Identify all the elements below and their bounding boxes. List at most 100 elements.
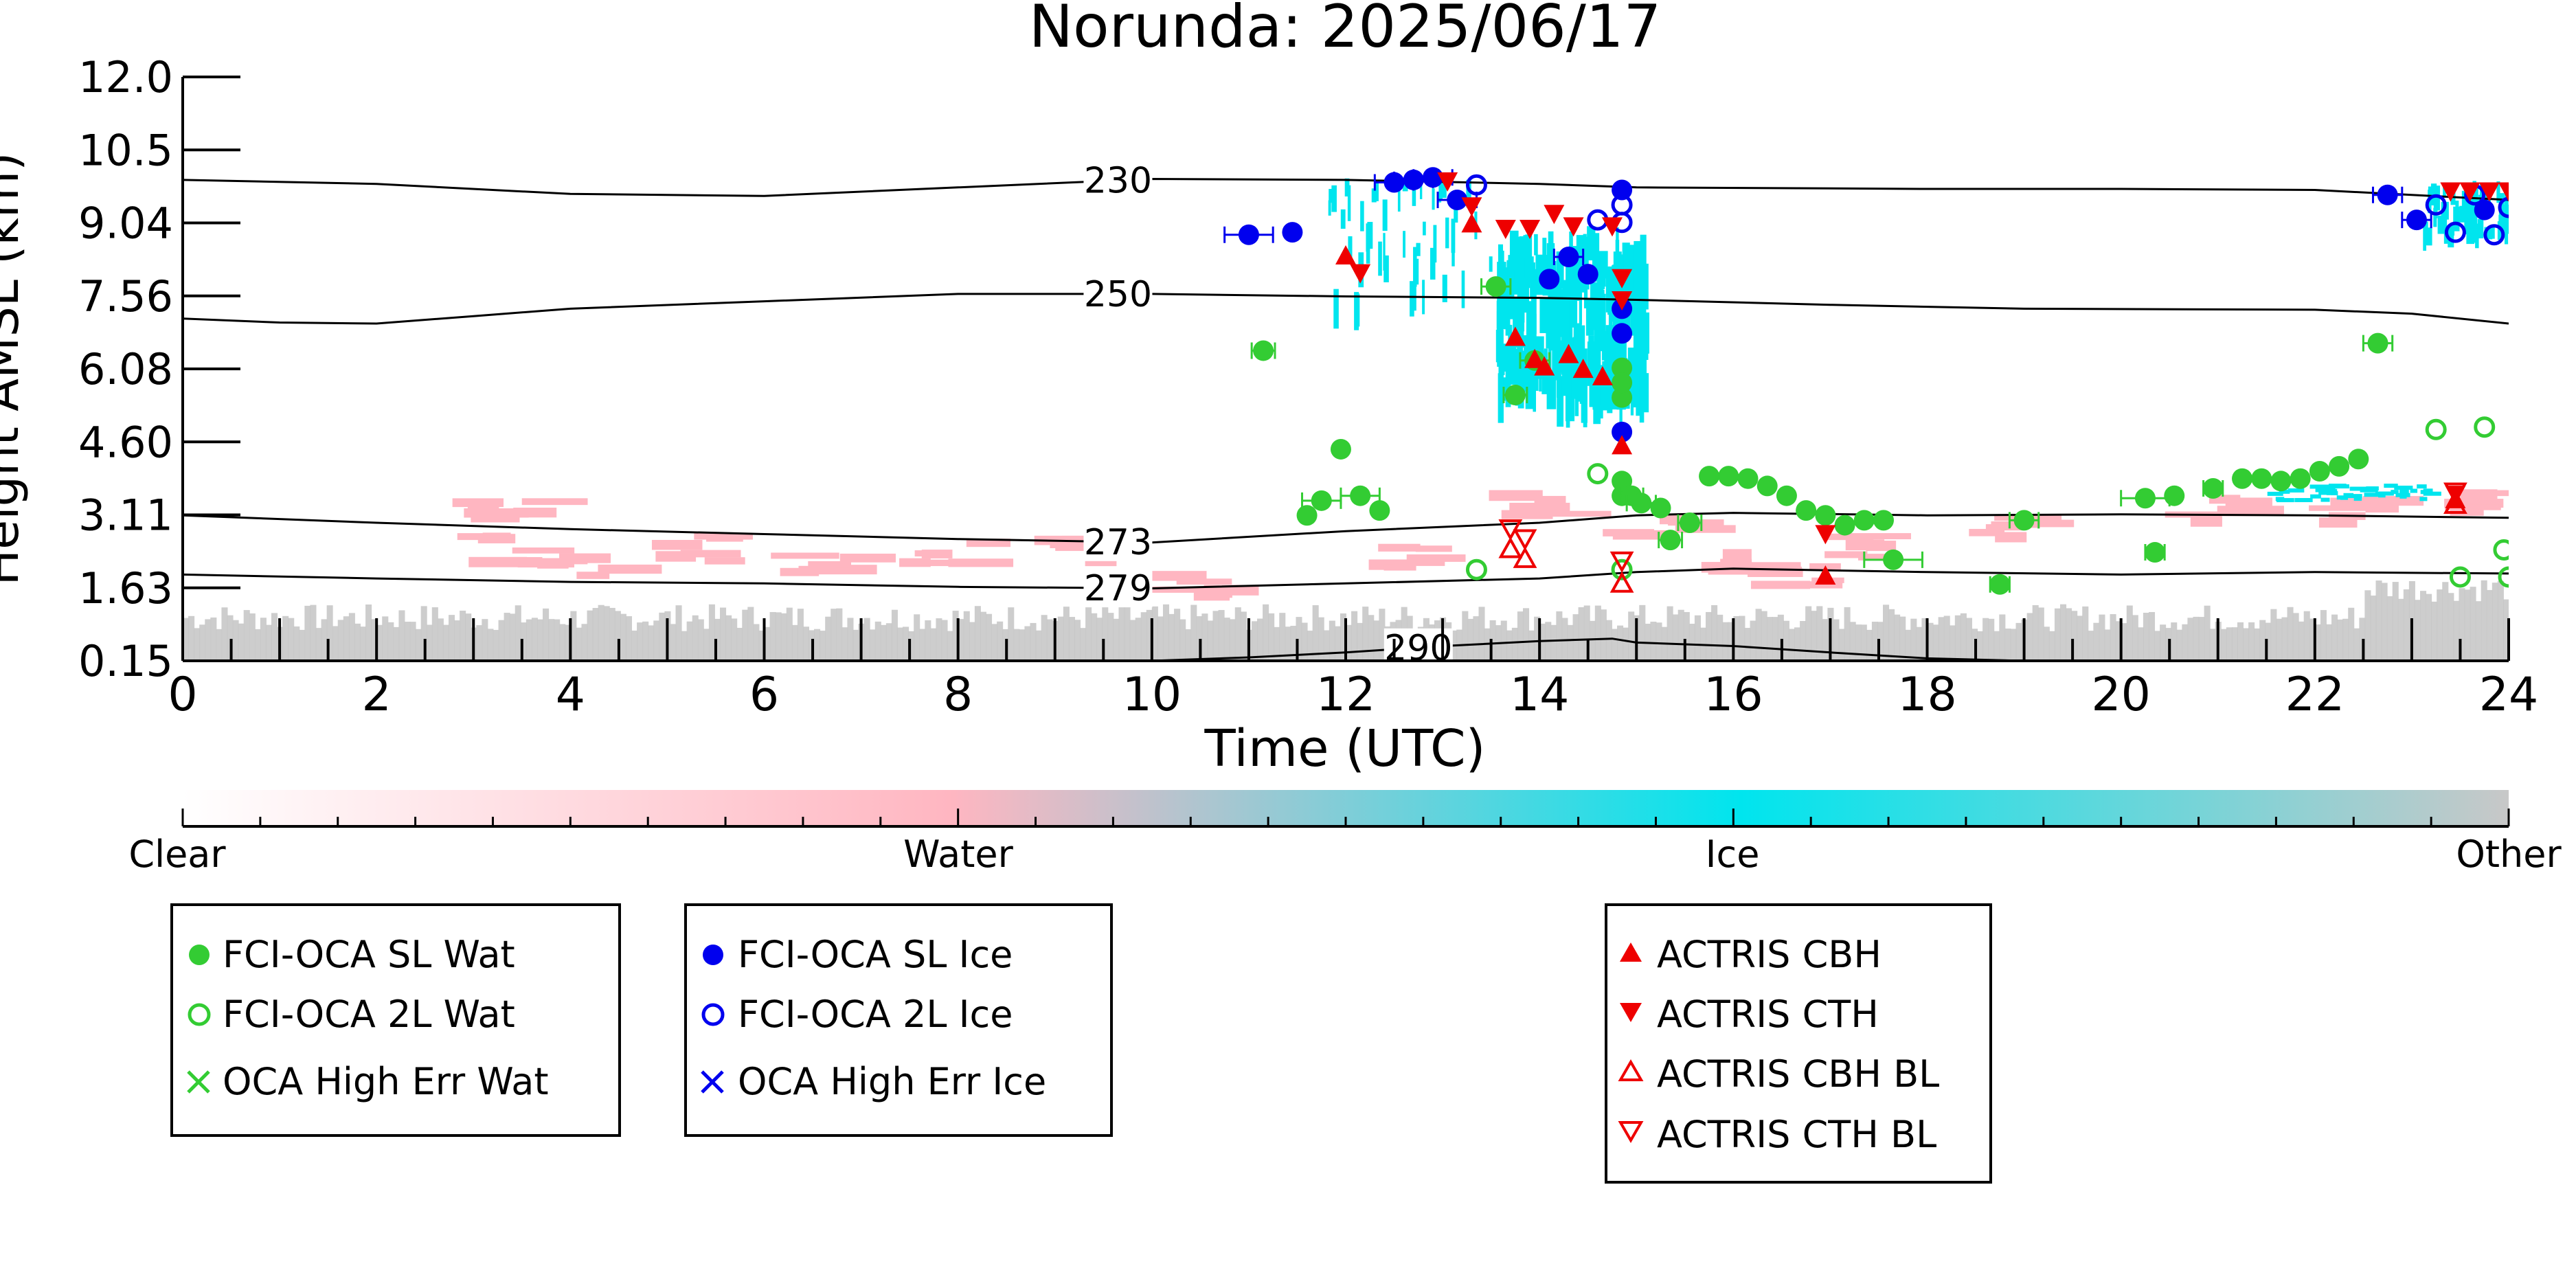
other-mask-column xyxy=(1263,604,1269,661)
water-mask-streak xyxy=(598,564,662,574)
legend-marker-err-ice xyxy=(701,1070,724,1094)
other-mask-column xyxy=(1489,620,1496,661)
other-mask-column xyxy=(1257,618,1264,661)
other-mask-column xyxy=(1993,631,2000,661)
isotherm-label-bg-279 xyxy=(1083,569,1153,608)
other-mask-column xyxy=(1118,605,1125,661)
other-mask-column xyxy=(398,610,405,661)
water-mask-streak xyxy=(771,552,839,559)
other-mask-column xyxy=(2314,624,2321,661)
other-mask-column xyxy=(1379,609,1386,661)
point-fci-oca-sl-wat xyxy=(1776,485,1797,506)
point-fci-oca-2l-ice xyxy=(2498,196,2509,218)
other-mask-column xyxy=(2037,607,2044,661)
legend-label-err-ice: OCA High Err Ice xyxy=(738,1060,1046,1103)
other-mask-column xyxy=(1899,616,1906,661)
point-actris-cth xyxy=(1601,217,1623,237)
point-fci-oca-sl-wat xyxy=(2145,542,2166,563)
other-mask-column xyxy=(1063,607,1070,661)
legend-ice-box xyxy=(684,903,1113,1137)
other-mask-column xyxy=(531,618,538,661)
ice-mask-streak xyxy=(1441,179,1447,199)
ice-mask-streak xyxy=(1635,304,1644,337)
ice-mask-streak xyxy=(2331,490,2338,495)
other-mask-column xyxy=(2309,618,2316,661)
water-mask-streak xyxy=(914,550,945,557)
other-mask-column xyxy=(598,605,605,661)
water-mask-streak xyxy=(468,556,528,567)
other-mask-column xyxy=(587,610,594,661)
other-mask-column xyxy=(2204,605,2211,661)
legend-marker-cth-bl xyxy=(1618,1121,1644,1144)
point-actris-cth xyxy=(1495,219,1516,239)
point-actris-cth xyxy=(1461,197,1482,217)
other-mask-column xyxy=(1274,626,1280,661)
ice-mask-streak xyxy=(1513,310,1519,343)
isotherm-label-bg-230 xyxy=(1083,161,1153,200)
other-mask-column xyxy=(2032,605,2039,661)
other-mask-column xyxy=(2115,621,2122,661)
other-mask-column xyxy=(1578,607,1585,661)
other-mask-column xyxy=(836,608,843,661)
point-fci-oca-sl-ice xyxy=(1612,323,1633,344)
point-fci-oca-sl-wat xyxy=(2164,485,2185,506)
ice-mask-streak xyxy=(2410,488,2418,493)
other-mask-column xyxy=(1279,613,1286,661)
legend-actris: ACTRIS CBH ACTRIS CTH ACTRIS CBH BL ACTR… xyxy=(1605,903,1992,1184)
ice-mask-streak xyxy=(1567,318,1573,361)
ice-mask-streak xyxy=(2399,494,2407,499)
other-mask-column xyxy=(974,606,981,661)
water-mask-streak xyxy=(948,558,1014,567)
ice-mask-streak xyxy=(1583,276,1588,308)
other-mask-column xyxy=(1285,626,1291,661)
other-mask-column xyxy=(758,630,765,661)
ice-mask-streak xyxy=(1521,268,1525,323)
water-mask-streak xyxy=(1750,580,1810,589)
water-mask-streak xyxy=(1795,581,1843,589)
isotherm-label-230: 230 xyxy=(1084,161,1152,202)
other-mask-column xyxy=(498,620,505,661)
water-mask-streak xyxy=(655,551,697,562)
x-ticks: 0 2 4 6 8 10 12 14 16 18 20 22 24 xyxy=(168,618,2538,722)
ice-mask-streak xyxy=(2461,190,2467,210)
ice-mask-streak xyxy=(2431,189,2438,199)
other-mask-column xyxy=(1506,630,1513,661)
other-mask-column xyxy=(437,618,444,661)
ice-mask-streak xyxy=(1333,289,1339,329)
ice-mask-streak xyxy=(1630,370,1638,399)
point-fci-oca-2l-wat xyxy=(2498,566,2509,588)
other-mask-column xyxy=(1982,618,1989,661)
other-mask-column xyxy=(1711,605,1718,661)
point-fci-oca-sl-wat xyxy=(1612,387,1633,408)
other-mask-column xyxy=(2154,631,2161,661)
other-mask-column xyxy=(260,618,267,661)
ice-mask-streak xyxy=(1432,188,1435,210)
water-mask-streak xyxy=(1406,554,1466,562)
ice-mask-streak xyxy=(1366,223,1369,252)
point-fci-oca-sl-ice xyxy=(1238,224,1259,245)
isotherm-line-290 xyxy=(1151,637,2024,661)
ice-mask-streak xyxy=(1442,274,1447,302)
legend-marker-2l-wat xyxy=(188,1003,211,1026)
legend-label-cth: ACTRIS CTH xyxy=(1657,993,1879,1036)
ice-mask-streak xyxy=(1628,245,1635,284)
other-mask-column xyxy=(1894,614,1901,661)
other-mask-column xyxy=(2392,582,2399,661)
point-fci-oca-sl-ice xyxy=(1539,269,1560,290)
other-mask-column xyxy=(2137,627,2144,661)
other-mask-column xyxy=(2375,580,2382,661)
other-mask-column xyxy=(2464,589,2471,661)
other-mask-column xyxy=(1190,605,1197,661)
ice-mask-streak xyxy=(1605,267,1612,313)
other-mask-column xyxy=(2143,613,2149,661)
ice-mask-streak xyxy=(2448,225,2454,248)
ice-mask-streak xyxy=(1636,361,1642,416)
other-mask-column xyxy=(1783,620,1789,661)
ice-mask-streak xyxy=(2345,494,2362,499)
other-mask-column xyxy=(2348,607,2355,661)
colorbar-label-clear: Clear xyxy=(128,833,226,876)
ice-mask-streak xyxy=(1515,319,1524,348)
other-mask-column xyxy=(1140,612,1147,661)
other-mask-column xyxy=(1877,622,1884,661)
other-mask-column xyxy=(1346,624,1353,661)
